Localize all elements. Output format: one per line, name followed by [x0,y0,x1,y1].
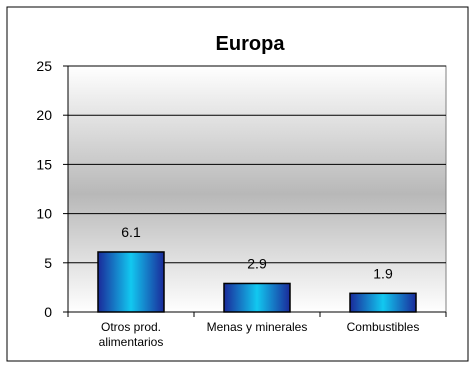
y-tick-label: 15 [36,156,52,172]
category-label: alimentarios [99,335,164,349]
data-label: 2.9 [247,255,267,271]
x-axis: Otros prod.alimentarios Menas y minerales… [67,311,447,349]
chart-title: Europa [216,33,286,55]
category-label: Combustibles [347,320,420,334]
y-tick-label: 20 [36,107,52,123]
bars [97,251,417,313]
data-labels: 6.1 2.9 1.9 [121,224,393,281]
bar [349,292,417,313]
data-label: 6.1 [121,224,141,240]
y-tick-label: 10 [36,206,52,222]
category-label: Otros prod. [101,320,161,334]
y-axis: 0 5 10 15 20 25 [36,58,69,320]
data-label: 1.9 [373,265,393,281]
y-tick-label: 25 [36,58,52,74]
bar [223,282,291,313]
y-tick-label: 5 [44,255,52,271]
bar [97,251,165,313]
category-label: Menas y minerales [207,320,308,334]
y-tick-label: 0 [44,304,52,320]
